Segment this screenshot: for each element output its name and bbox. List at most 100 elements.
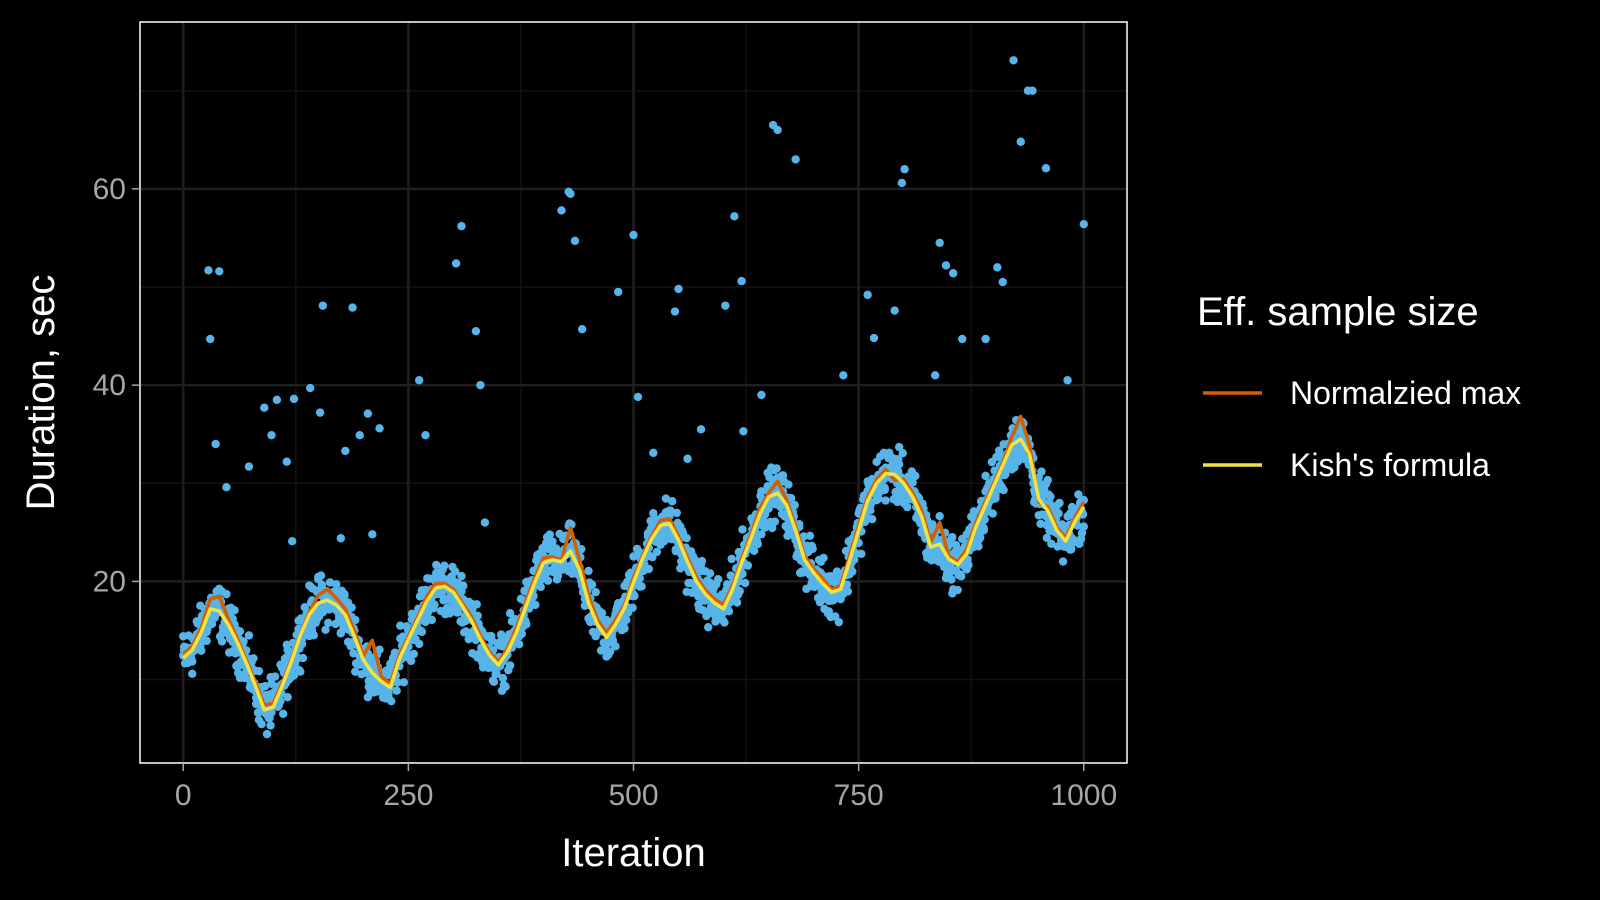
data-point [531, 600, 540, 610]
y-axis-title: Duration, sec [19, 275, 63, 511]
data-point [843, 587, 853, 596]
data-point [999, 485, 1008, 495]
data-point-outlier [315, 408, 325, 417]
data-point [1066, 545, 1076, 554]
data-point-outlier [204, 266, 213, 275]
x-tick-label: 250 [383, 779, 433, 812]
data-point [414, 639, 424, 649]
data-point [976, 533, 985, 542]
data-point [772, 464, 781, 473]
data-point [1054, 509, 1063, 518]
data-point [217, 637, 227, 646]
data-point [765, 473, 774, 482]
data-point [267, 708, 276, 717]
data-point [399, 678, 409, 687]
legend-title: Eff. sample size [1197, 290, 1479, 334]
data-point [270, 672, 280, 681]
data-point [472, 600, 482, 609]
data-point [974, 542, 983, 551]
data-point [202, 636, 211, 646]
data-point [743, 561, 753, 570]
data-point [784, 480, 793, 489]
data-point [881, 496, 890, 505]
data-point [622, 615, 631, 625]
data-point [222, 589, 231, 599]
data-point-outlier [993, 263, 1002, 272]
data-point [298, 653, 308, 663]
data-point [611, 642, 620, 651]
data-point [1055, 498, 1064, 508]
data-point [262, 729, 272, 739]
x-tick-label: 750 [834, 779, 884, 812]
data-point [857, 549, 866, 559]
data-point [587, 580, 597, 589]
data-point [577, 544, 586, 554]
x-tick-label: 1000 [1050, 779, 1117, 812]
data-point [230, 606, 239, 615]
data-point [842, 580, 852, 589]
data-point [545, 530, 554, 539]
data-point [591, 587, 600, 597]
data-point [351, 667, 360, 676]
data-point [805, 531, 815, 540]
data-point-outlier [1041, 164, 1051, 173]
data-point-outlier [1063, 376, 1072, 385]
data-point [347, 603, 356, 612]
data-point [396, 621, 405, 630]
data-point-outlier [730, 212, 739, 221]
data-point-outlier [289, 394, 299, 404]
data-point [514, 640, 524, 649]
data-point [953, 585, 962, 595]
data-point [629, 552, 638, 561]
data-point-outlier [674, 284, 683, 294]
data-point [799, 532, 808, 541]
data-point [668, 497, 677, 506]
data-point [786, 494, 796, 503]
data-point [1042, 533, 1052, 543]
data-point [980, 515, 989, 524]
data-point-outlier [1079, 219, 1088, 229]
data-point [740, 578, 750, 588]
data-point-outlier [355, 430, 364, 440]
data-point [309, 630, 319, 640]
data-point [1036, 519, 1045, 529]
data-point [790, 500, 799, 510]
series-lines [182, 414, 1086, 712]
data-point-outlier [897, 178, 907, 188]
data-point-outlier [211, 439, 220, 449]
axis-ticks: 0 250 500 750 1000 20 40 60 [93, 173, 1118, 812]
data-point [952, 544, 961, 553]
data-point [898, 449, 907, 458]
data-point [753, 539, 762, 549]
data-point [266, 721, 275, 730]
data-point [260, 681, 270, 691]
data-point-outlier [900, 165, 909, 174]
data-point [417, 627, 427, 636]
data-point [457, 571, 466, 581]
data-point-outlier [215, 267, 224, 276]
data-point [387, 696, 396, 706]
data-point [321, 625, 330, 635]
data-point [705, 569, 715, 578]
legend-label-kish-formula: Kish's formula [1290, 447, 1490, 483]
data-point-outlier [629, 230, 638, 240]
data-point [757, 530, 766, 539]
data-point-outlier [570, 236, 580, 246]
data-point [188, 669, 197, 679]
data-point-outlier [737, 276, 746, 286]
data-point [283, 692, 292, 702]
data-point [767, 523, 777, 533]
data-point [501, 682, 510, 691]
data-point-outlier [957, 334, 967, 344]
data-point [908, 478, 917, 487]
data-point [894, 442, 904, 452]
data-point [848, 567, 857, 576]
data-point-outlier [633, 392, 643, 402]
data-point-outlier [318, 301, 328, 310]
data-point [1074, 490, 1083, 499]
data-point [605, 647, 615, 656]
data-point-outlier [930, 371, 940, 380]
data-point [947, 575, 956, 584]
data-point [760, 523, 770, 532]
